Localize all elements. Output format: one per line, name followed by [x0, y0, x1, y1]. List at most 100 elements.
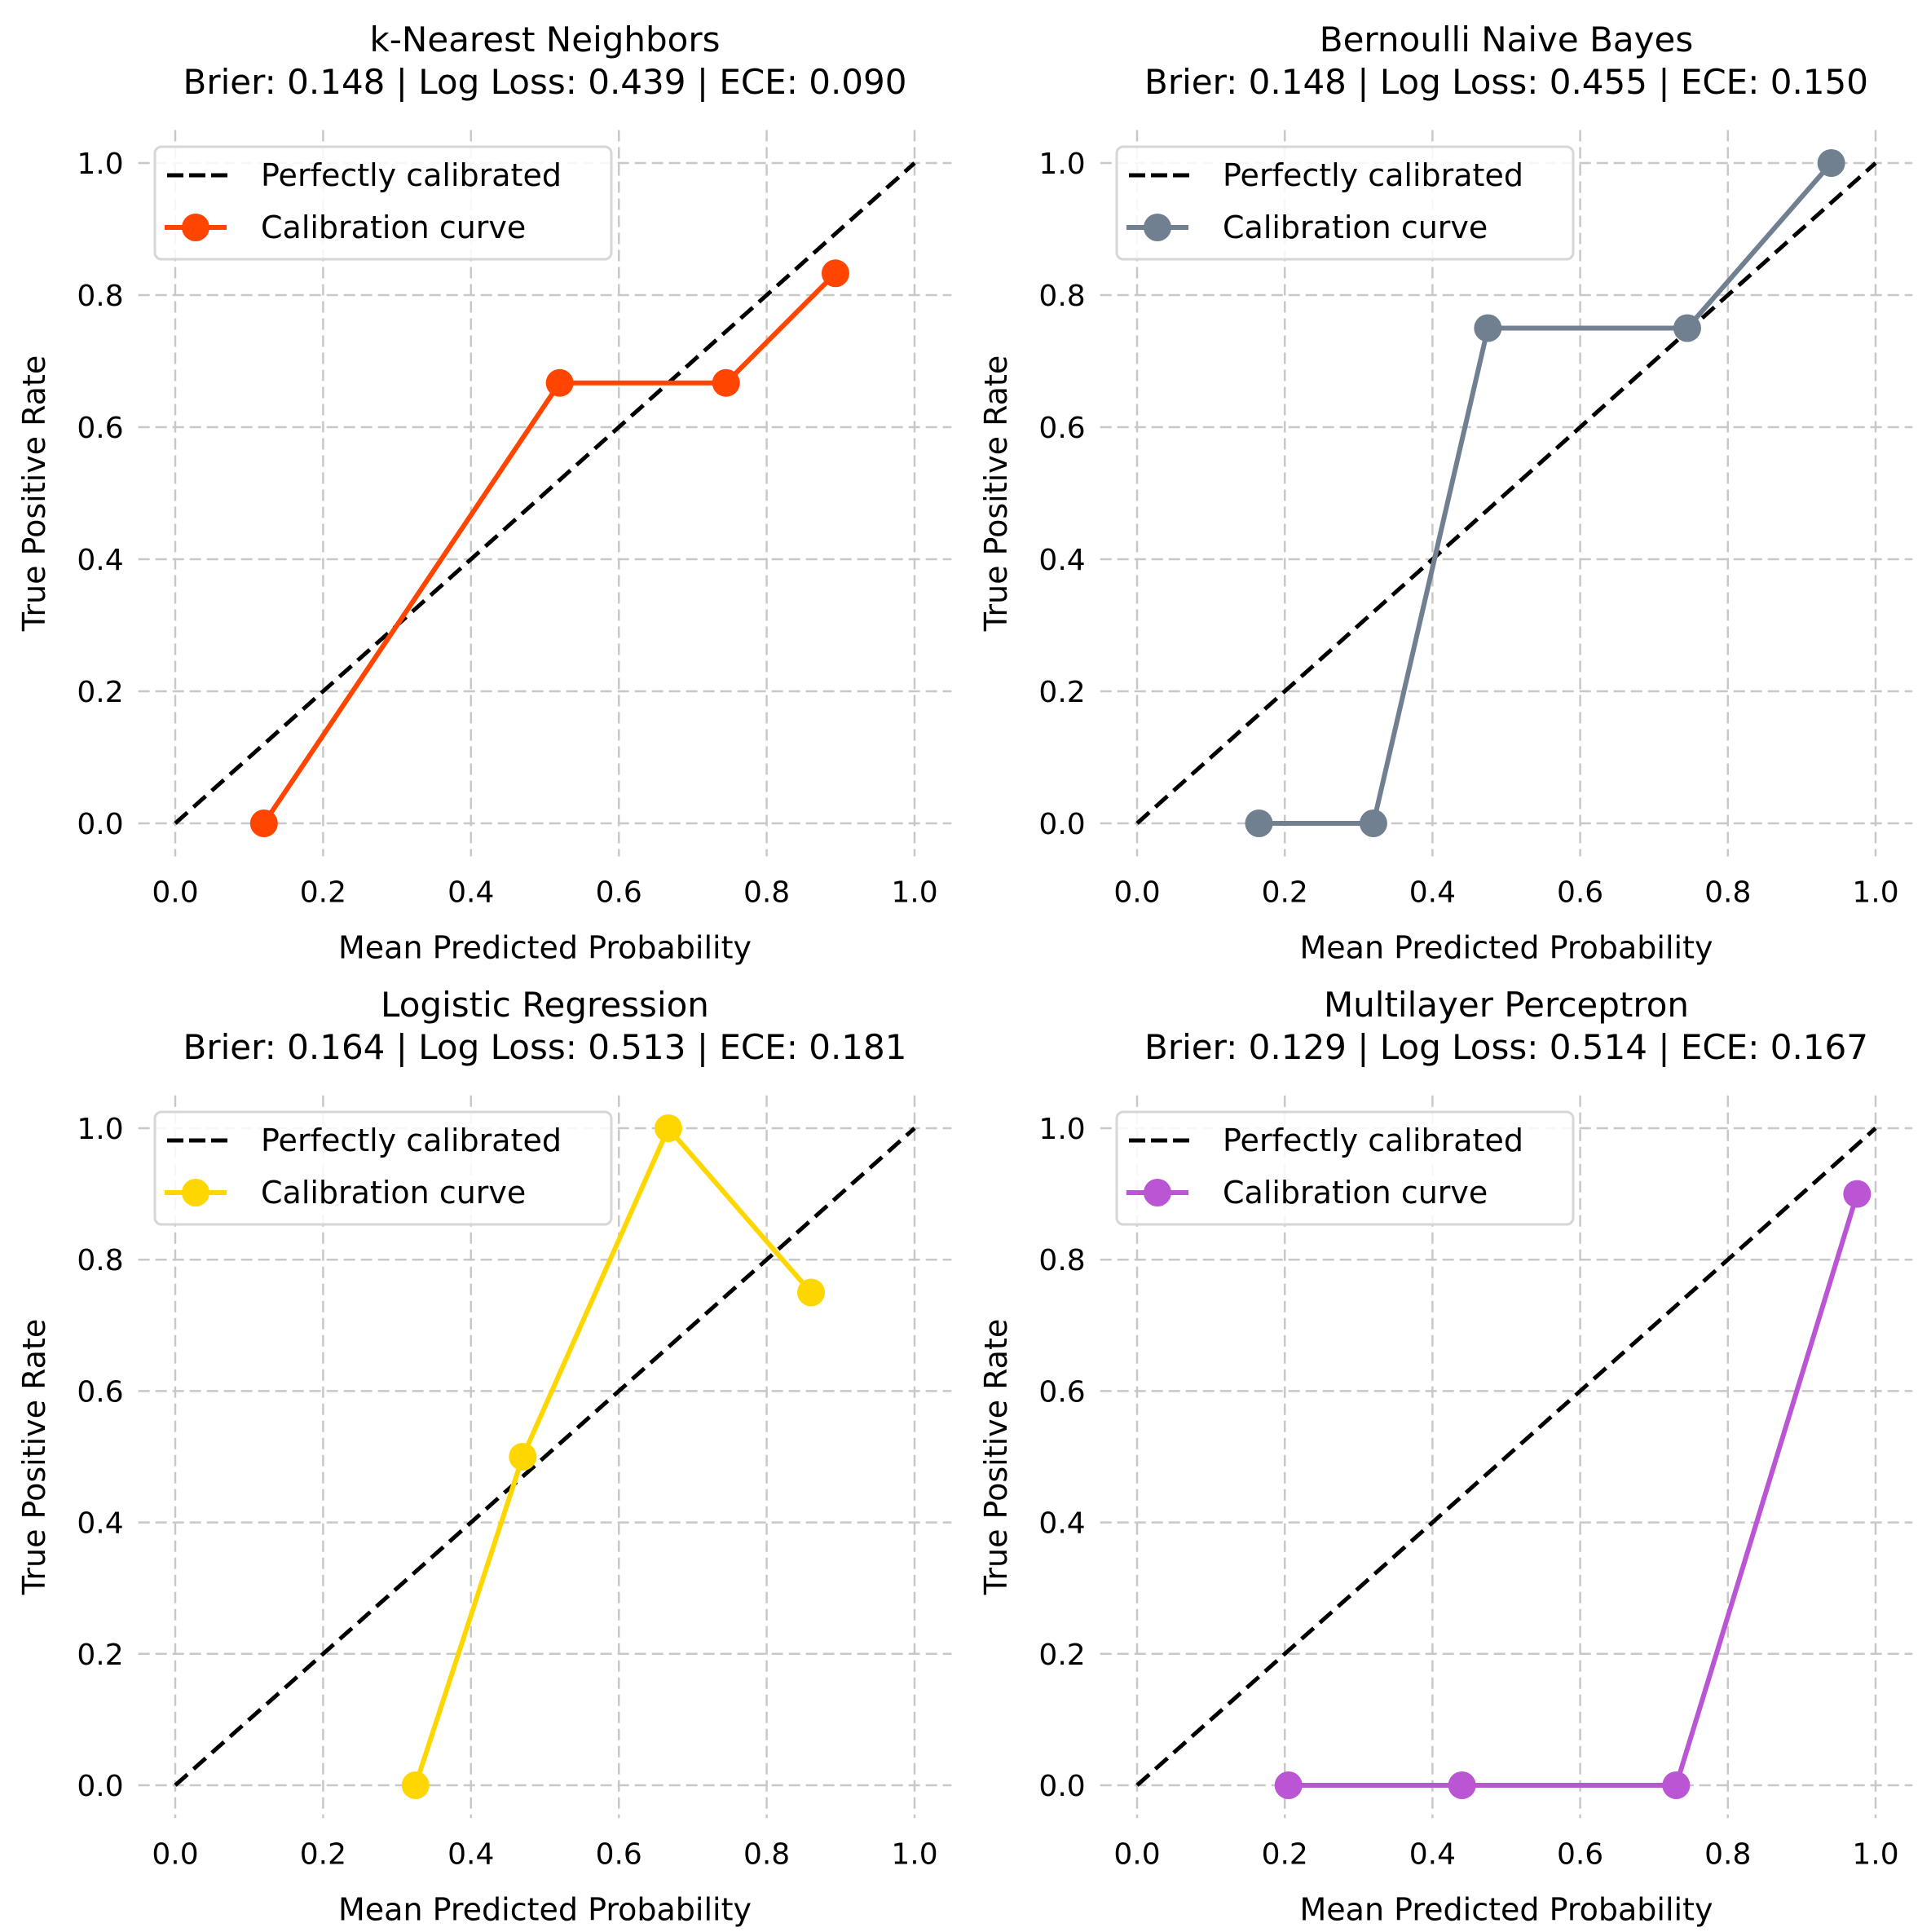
legend-label: Calibration curve	[261, 1175, 526, 1211]
x-axis-label: Mean Predicted Probability	[338, 930, 752, 966]
x-tick-label: 1.0	[891, 1837, 937, 1871]
x-tick-label: 0.6	[1557, 876, 1603, 910]
y-tick-label: 0.0	[77, 1770, 123, 1803]
x-tick-label: 0.8	[1704, 876, 1751, 910]
x-tick-label: 0.4	[447, 876, 494, 910]
y-tick-label: 0.6	[1038, 1375, 1085, 1409]
y-tick-label: 0.4	[1038, 544, 1085, 577]
x-tick-label: 1.0	[1852, 876, 1898, 910]
y-tick-label: 0.0	[1038, 808, 1085, 841]
calibration-point	[249, 809, 278, 837]
perfectly-calibrated-line	[174, 161, 916, 825]
y-tick-label: 0.2	[77, 676, 123, 709]
panel-title: k-Nearest Neighbors	[369, 20, 720, 60]
y-tick-label: 0.0	[77, 808, 123, 841]
x-tick-label: 0.6	[596, 876, 642, 910]
calibration-point	[1245, 809, 1273, 837]
panel-subtitle-metrics: Brier: 0.148 | Log Loss: 0.439 | ECE: 0.…	[183, 62, 907, 102]
y-axis-label: True Positive Rate	[16, 1319, 52, 1596]
y-tick-label: 0.8	[1038, 1244, 1085, 1277]
y-tick-label: 0.8	[1038, 280, 1085, 313]
legend-marker-icon	[182, 214, 209, 241]
y-tick-label: 0.0	[1038, 1770, 1085, 1803]
x-tick-label: 0.2	[1262, 876, 1308, 910]
x-tick-label: 0.2	[300, 1837, 346, 1871]
perfectly-calibrated-line	[1135, 161, 1877, 825]
x-tick-label: 0.2	[300, 876, 346, 910]
calibration-curve-line	[1259, 161, 1833, 826]
x-tick-label: 1.0	[891, 876, 937, 910]
y-tick-label: 0.2	[1038, 1639, 1085, 1672]
calibration-point	[1448, 1771, 1476, 1799]
y-tick-label: 1.0	[77, 1113, 123, 1146]
calibration-point	[1359, 809, 1387, 837]
calibration-point	[797, 1278, 826, 1307]
panel-subtitle-metrics: Brier: 0.164 | Log Loss: 0.513 | ECE: 0.…	[183, 1027, 907, 1067]
y-tick-label: 0.2	[77, 1639, 123, 1672]
y-tick-label: 1.0	[1038, 1113, 1085, 1146]
calibration-point	[821, 259, 849, 288]
calibration-curve-line	[412, 1126, 813, 1786]
legend-marker-icon	[1144, 214, 1171, 241]
y-tick-label: 0.6	[77, 412, 123, 445]
x-tick-label: 0.6	[1557, 1837, 1603, 1871]
y-tick-label: 0.6	[77, 1375, 123, 1409]
legend-label: Perfectly calibrated	[261, 1123, 562, 1158]
x-tick-label: 0.0	[1113, 876, 1160, 910]
calibration-point	[401, 1771, 430, 1799]
perfectly-calibrated-line	[1135, 1127, 1877, 1787]
legend: Perfectly calibrated Calibration curve	[153, 145, 613, 261]
calibration-point	[712, 368, 740, 397]
y-tick-label: 1.0	[77, 148, 123, 181]
calibration-point	[1662, 1771, 1691, 1799]
panel-subtitle-metrics: Brier: 0.148 | Log Loss: 0.455 | ECE: 0.…	[1144, 62, 1868, 102]
x-axis-label: Mean Predicted Probability	[338, 1891, 752, 1927]
calibration-point	[1274, 1771, 1303, 1799]
calibration-curve	[401, 1114, 826, 1799]
legend-label: Calibration curve	[1223, 1175, 1488, 1211]
panel-title: Logistic Regression	[381, 985, 709, 1025]
y-tick-label: 0.6	[1038, 412, 1085, 445]
x-tick-label: 0.8	[1704, 1837, 1751, 1871]
legend-label: Calibration curve	[1223, 210, 1488, 245]
y-tick-label: 0.4	[77, 544, 123, 577]
y-tick-label: 0.8	[77, 280, 123, 313]
y-tick-label: 0.2	[1038, 676, 1085, 709]
legend: Perfectly calibrated Calibration curve	[1115, 145, 1575, 261]
x-tick-label: 0.8	[743, 876, 790, 910]
y-tick-label: 0.4	[77, 1507, 123, 1541]
calibration-point	[1843, 1180, 1871, 1208]
x-tick-label: 0.2	[1262, 1837, 1308, 1871]
legend-label: Calibration curve	[261, 210, 526, 245]
y-axis-label: True Positive Rate	[16, 355, 52, 633]
calibration-point	[1817, 149, 1845, 177]
legend-frame	[153, 145, 613, 261]
y-tick-label: 0.8	[77, 1244, 123, 1277]
legend-label: Perfectly calibrated	[1223, 1123, 1523, 1158]
legend-label: Perfectly calibrated	[1223, 157, 1523, 193]
x-axis-label: Mean Predicted Probability	[1300, 930, 1713, 966]
x-axis-label: Mean Predicted Probability	[1300, 1891, 1713, 1927]
x-tick-label: 0.4	[1409, 1837, 1456, 1871]
calibration-point	[545, 368, 574, 397]
legend: Perfectly calibrated Calibration curve	[153, 1110, 613, 1226]
calibration-point	[1673, 314, 1701, 342]
legend-marker-icon	[182, 1179, 209, 1206]
y-tick-label: 0.4	[1038, 1507, 1085, 1541]
legend-marker-icon	[1144, 1179, 1171, 1206]
legend-frame	[1115, 1110, 1575, 1226]
x-tick-label: 1.0	[1852, 1837, 1898, 1871]
calibration-point	[654, 1114, 682, 1142]
calibration-curve	[249, 259, 849, 837]
legend-frame	[1115, 145, 1575, 261]
x-tick-label: 0.0	[152, 1837, 198, 1871]
x-tick-label: 0.0	[152, 876, 198, 910]
panel-subtitle-metrics: Brier: 0.129 | Log Loss: 0.514 | ECE: 0.…	[1144, 1027, 1868, 1067]
y-tick-label: 1.0	[1038, 148, 1085, 181]
y-axis-label: True Positive Rate	[978, 1319, 1014, 1596]
x-tick-label: 0.4	[447, 1837, 494, 1871]
